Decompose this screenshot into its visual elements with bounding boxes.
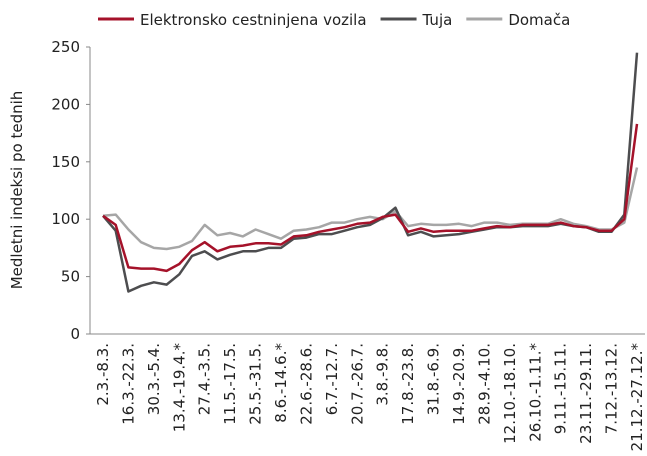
- x-tick-label: 27.4.-3.5.: [196, 343, 214, 415]
- x-tick-label: 6.7.-12.7.: [323, 343, 341, 415]
- legend-label: Elektronsko cestninjena vozila: [140, 11, 367, 29]
- x-tick-label: 20.7.-26.7.: [348, 343, 366, 425]
- x-tick-label: 28.9.-4.10.: [475, 343, 493, 425]
- legend-label: Domača: [508, 11, 570, 29]
- series-line: [102, 123, 639, 273]
- y-tick-label: 250: [51, 38, 80, 56]
- y-tick-label: 50: [61, 268, 80, 286]
- x-tick-label: 7.12.-13.12.: [603, 343, 621, 434]
- x-tick-label: 3.8.-9.8.: [374, 343, 392, 406]
- x-tick-label: 22.6.-28.6.: [297, 343, 315, 425]
- y-axis-title: Medletni indeksi po tednih: [8, 91, 26, 290]
- x-tick-label: 16.3.-22.3.: [119, 343, 137, 425]
- x-tick-label: 17.8.-23.8.: [399, 343, 417, 425]
- x-tick-label: 21.12.-27.12.*: [628, 343, 646, 452]
- x-tick-label: 2.3.-8.3.: [94, 343, 112, 406]
- x-tick-label: 14.9.-20.9.: [450, 343, 468, 425]
- legend-label: Tuja: [422, 11, 453, 29]
- x-tick-label: 26.10.-1.11.*: [526, 343, 544, 442]
- x-tick-label: 25.5.-31.5.: [247, 343, 265, 425]
- x-tick-label: 8.6.-14.6.*: [272, 343, 290, 423]
- series-line: [102, 52, 639, 293]
- y-tick-label: 200: [51, 95, 80, 113]
- x-tick-label: 9.11.-15.11.: [552, 343, 570, 434]
- x-tick-label: 23.11.-29.11.: [577, 343, 595, 444]
- x-tick-label: 31.8.-6.9.: [425, 343, 443, 415]
- y-tick-label: 0: [70, 325, 80, 343]
- y-tick-label: 150: [51, 153, 80, 171]
- x-tick-label: 11.5.-17.5.: [221, 343, 239, 425]
- x-tick-label: 12.10.-18.10.: [501, 343, 519, 444]
- y-tick-label: 100: [51, 210, 80, 228]
- x-tick-label: 13.4.-19.4.*: [170, 343, 188, 433]
- x-tick-label: 30.3.-5.4.: [145, 343, 163, 415]
- series-line: [102, 167, 639, 251]
